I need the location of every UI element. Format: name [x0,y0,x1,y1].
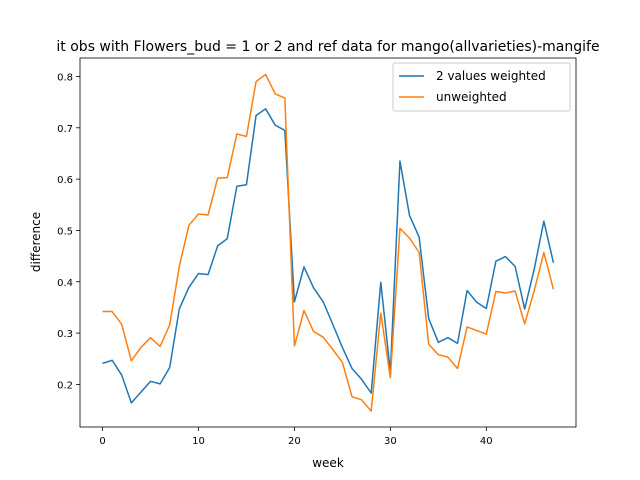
x-axis-label: week [312,456,344,470]
y-tick-label: 0.4 [57,278,73,289]
legend-box [392,62,571,112]
x-tick-label: 10 [192,436,205,447]
y-tick-label: 0.8 [57,72,73,83]
y-tick-label: 0.7 [57,124,73,135]
x-tick-label: 40 [480,436,493,447]
axes: 0 10 20 30 40 0.2 0.3 0.4 0.5 0.6 0.7 0.8 [57,57,577,447]
x-tick-label: 30 [384,436,397,447]
y-axis-label: difference [29,212,43,272]
y-tick-label: 0.6 [57,175,73,186]
x-tick-label: 20 [288,436,301,447]
y-tick-label: 0.3 [57,329,73,340]
y-tick-label: 0.2 [57,380,73,391]
legend-label-2: unweighted [436,90,507,104]
y-tick-label: 0.5 [57,226,73,237]
series-line-1 [102,108,555,404]
series-line-2 [102,73,555,412]
legend: 2 values weighted unweighted [392,62,571,112]
chart-title: it obs with Flowers_bud = 1 or 2 and ref… [56,39,599,55]
plot-area [102,73,555,412]
plot-frame [79,57,577,428]
x-tick-label: 0 [99,436,105,447]
legend-label-1: 2 values weighted [436,69,546,83]
